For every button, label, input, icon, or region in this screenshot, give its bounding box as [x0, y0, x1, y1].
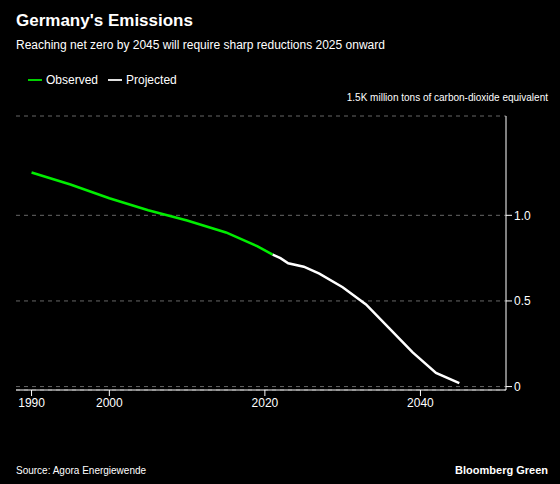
html-text:Source: Agora Energiewende: Source: Agora Energiewende — [16, 465, 147, 476]
html-text:Germany's Emissions: Germany's Emissions — [16, 11, 193, 30]
html-text:Reaching net zero by 2045 will: Reaching net zero by 2045 will require s… — [16, 38, 385, 52]
html-text:Projected: Projected — [126, 73, 177, 87]
svg-text:1.0: 1.0 — [514, 209, 531, 223]
svg-text:0.5: 0.5 — [514, 294, 531, 308]
html-text:Bloomberg Green: Bloomberg Green — [455, 464, 548, 476]
html-text:1.5K million tons of carbon-di: 1.5K million tons of carbon-dioxide equi… — [346, 92, 548, 103]
svg-text:0: 0 — [514, 380, 521, 394]
svg-text:2020: 2020 — [252, 396, 279, 410]
svg-text:2040: 2040 — [407, 396, 434, 410]
html-text:Observed: Observed — [46, 73, 98, 87]
svg-text:2000: 2000 — [96, 396, 123, 410]
svg-text:1990: 1990 — [18, 396, 45, 410]
